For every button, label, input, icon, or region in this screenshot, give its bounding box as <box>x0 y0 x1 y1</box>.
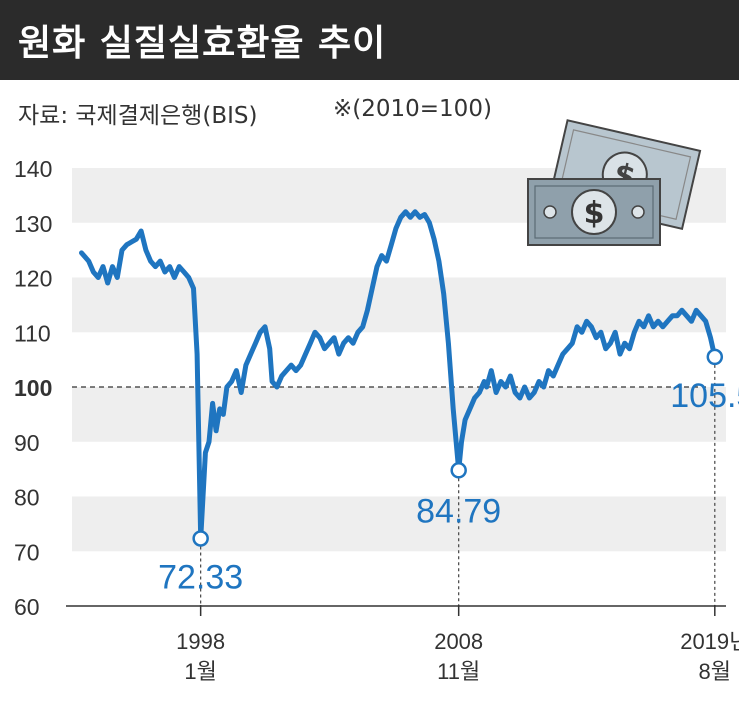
y-tick-label: 80 <box>14 485 40 511</box>
annotation-label: 72.33 <box>158 558 243 596</box>
y-tick-label: 110 <box>14 320 51 346</box>
source-note: 자료: 국제결제은행(BIS) <box>18 103 258 129</box>
x-tick-label: 11월 <box>437 659 480 684</box>
y-tick-label: 70 <box>14 539 40 565</box>
x-tick-label: 8월 <box>699 659 731 684</box>
y-tick-label: 140 <box>14 156 52 182</box>
y-tick-label: 60 <box>14 594 40 620</box>
grid-band <box>72 496 726 552</box>
annotated-point <box>706 348 724 366</box>
x-tick-label: 1998 <box>176 629 225 654</box>
y-tick-label: 100 <box>14 375 52 401</box>
y-tick-label: 130 <box>14 211 52 237</box>
x-tick-label: 2019년 <box>680 629 739 654</box>
bill-front-symbol: $ <box>584 196 605 231</box>
chart-title: 원화 실질실효환율 추이 <box>18 23 387 64</box>
bill-front-seal <box>571 189 617 235</box>
grid-band <box>72 277 726 333</box>
annotated-point <box>192 530 209 547</box>
y-tick-label: 120 <box>14 266 52 292</box>
annotated-point <box>450 462 467 479</box>
annotation-label: 105.5 <box>670 377 739 415</box>
bill-front-border <box>534 185 654 239</box>
x-tick-label: 1월 <box>184 659 216 684</box>
rate-series-line <box>79 209 718 541</box>
bill-dot <box>631 205 645 219</box>
grid-band <box>72 387 726 442</box>
y-tick-label: 90 <box>14 430 40 456</box>
title-bar: 원화 실질실효환율 추이 <box>0 0 739 80</box>
base-note: ※(2010=100) <box>333 96 492 122</box>
bill-dot <box>543 205 557 219</box>
annotation-label: 84.79 <box>416 492 501 530</box>
dollar-bill-icon: $$ <box>527 119 702 246</box>
x-tick-label: 2008 <box>434 629 483 654</box>
